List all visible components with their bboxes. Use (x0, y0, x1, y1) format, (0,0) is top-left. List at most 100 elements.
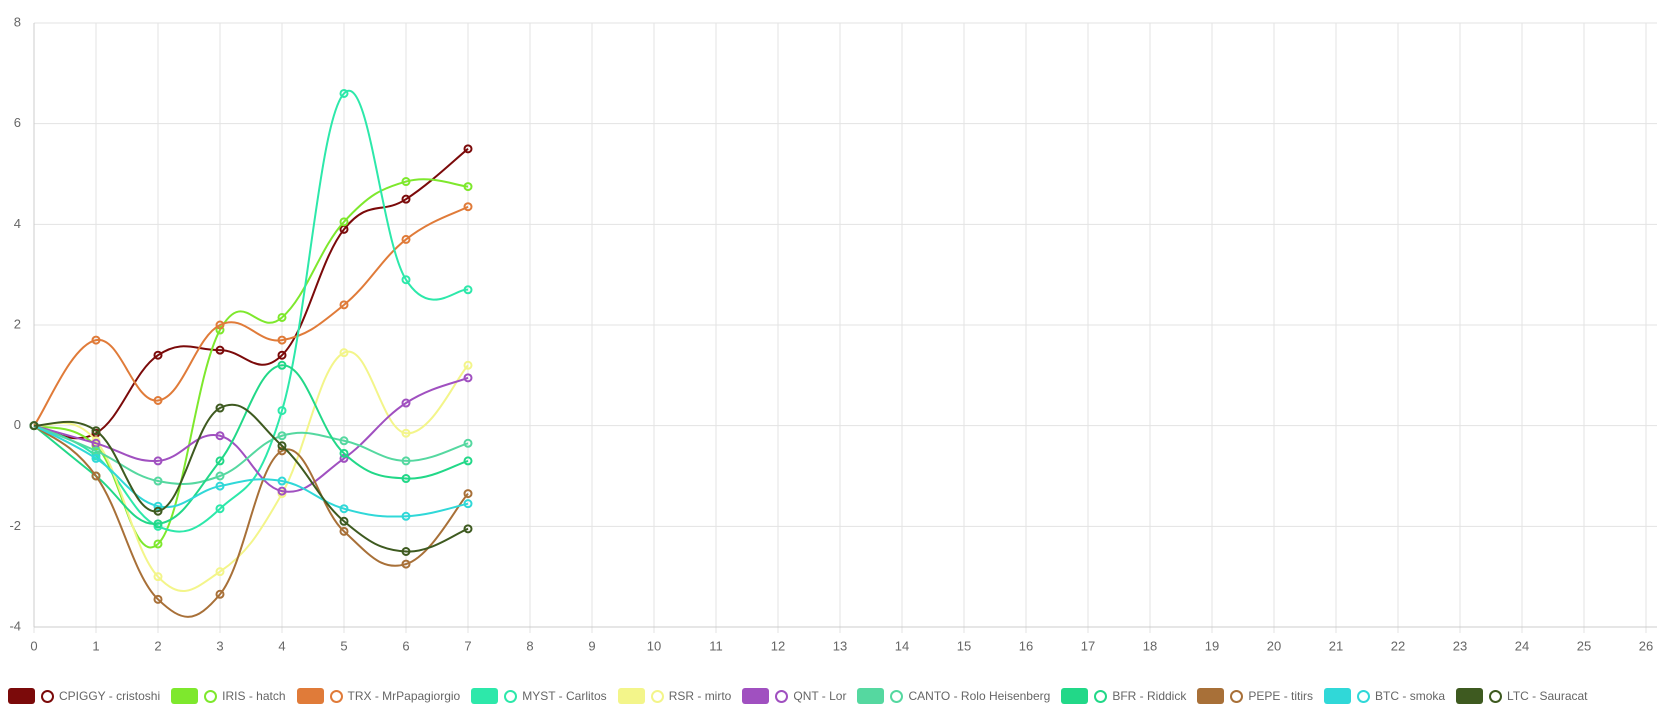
legend-swatch (617, 688, 645, 704)
legend-item[interactable]: CANTO - Rolo Heisenberg (857, 688, 1050, 704)
point (277, 431, 287, 441)
x-tick-label: 3 (216, 638, 223, 653)
point (153, 519, 163, 529)
legend-label: BFR - Riddick (1112, 689, 1187, 703)
x-tick-label: 11 (709, 638, 723, 653)
token-icon (329, 689, 343, 703)
x-tick-label: 7 (464, 638, 471, 653)
legend-label: CANTO - Rolo Heisenberg (908, 689, 1051, 703)
y-tick-label: 6 (14, 115, 21, 130)
x-tick-label: 2 (154, 638, 161, 653)
y-tick-label: 0 (14, 417, 21, 432)
legend-swatch (742, 688, 770, 704)
legend-item[interactable]: TRX - MrPapagiorgio (296, 688, 460, 704)
point (463, 360, 473, 370)
legend-item[interactable]: BTC - smoka (1324, 688, 1445, 704)
token-icon (204, 689, 218, 703)
point (153, 594, 163, 604)
point (277, 441, 287, 451)
legend-item[interactable]: LTC - Sauracat (1456, 688, 1588, 704)
point (339, 300, 349, 310)
point (277, 360, 287, 370)
legend-swatch (171, 688, 199, 704)
point (215, 471, 225, 481)
legend-label: PEPE - titirs (1248, 689, 1314, 703)
x-tick-label: 26 (1639, 638, 1653, 653)
point (29, 421, 39, 431)
point (463, 144, 473, 154)
point (215, 345, 225, 355)
point (339, 217, 349, 227)
point (463, 438, 473, 448)
legend-item[interactable]: CPIGGY - cristoshi (8, 688, 160, 704)
point (277, 335, 287, 345)
x-tick-label: 19 (1205, 638, 1219, 653)
token-icon (890, 689, 904, 703)
point (215, 325, 225, 335)
token-icon (1489, 689, 1503, 703)
point (215, 456, 225, 466)
legend-label: LTC - Sauracat (1507, 689, 1588, 703)
legend-swatch (8, 688, 35, 704)
line (33, 178, 469, 549)
x-tick-label: 20 (1267, 638, 1281, 653)
token-icon (1357, 689, 1371, 703)
line (33, 424, 469, 485)
point (339, 526, 349, 536)
point (463, 373, 473, 383)
token-icon (1230, 689, 1244, 703)
point (277, 406, 287, 416)
point (339, 88, 349, 98)
point (153, 396, 163, 405)
legend-item[interactable]: PEPE - titirs (1197, 688, 1313, 704)
series (29, 144, 473, 440)
x-tick-label: 5 (340, 638, 347, 653)
point (91, 471, 101, 481)
legend-item[interactable]: IRIS - hatch (171, 688, 286, 704)
line (33, 424, 469, 618)
x-tick-label: 0 (30, 638, 37, 653)
point (401, 428, 411, 438)
point (339, 453, 349, 463)
legend-item[interactable]: MYST - Carlitos (471, 688, 607, 704)
legend-label: QNT - Lor (793, 689, 847, 703)
point (277, 350, 287, 360)
point (215, 481, 225, 491)
x-tick-label: 22 (1391, 638, 1405, 653)
point (463, 182, 473, 192)
x-tick-label: 24 (1515, 638, 1529, 653)
point (401, 547, 411, 556)
line (33, 376, 469, 493)
x-tick-label: 1 (92, 638, 99, 653)
legend-swatch (471, 688, 499, 704)
line (33, 403, 469, 553)
y-tick-label: -4 (9, 618, 21, 633)
point (401, 234, 411, 244)
point (153, 476, 163, 486)
legend-label: CPIGGY - cristoshi (59, 689, 161, 703)
point (339, 504, 349, 514)
point (153, 539, 163, 549)
token-icon (650, 689, 664, 703)
point (401, 194, 411, 204)
point (401, 398, 411, 408)
x-tick-label: 4 (278, 638, 285, 653)
y-tick-label: 8 (14, 14, 21, 29)
point (91, 335, 101, 345)
legend-swatch (1197, 688, 1225, 704)
legend-item[interactable]: QNT - Lor (742, 688, 846, 704)
point (463, 202, 473, 212)
legend-item[interactable]: RSR - mirto (617, 688, 731, 704)
series (29, 177, 473, 549)
point (277, 312, 287, 322)
line (33, 350, 469, 592)
line (33, 148, 469, 440)
point (153, 456, 163, 466)
point (277, 446, 287, 456)
series (29, 202, 473, 431)
point (277, 476, 287, 486)
x-tick-label: 10 (647, 638, 661, 653)
point (153, 350, 163, 360)
legend-item[interactable]: BFR - Riddick (1061, 688, 1186, 704)
